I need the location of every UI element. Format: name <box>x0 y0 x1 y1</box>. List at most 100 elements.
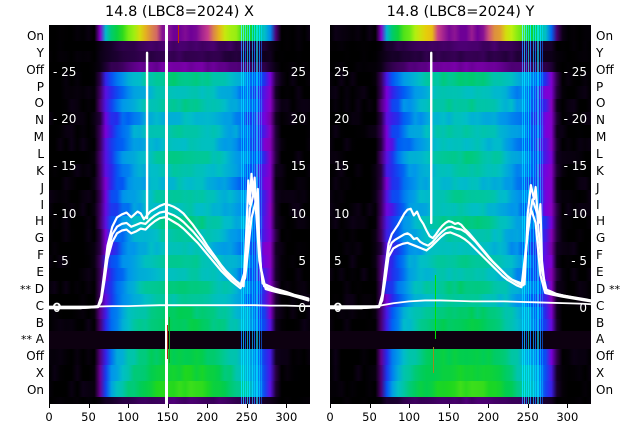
category-tick-h-11: H <box>34 214 44 229</box>
heatmap-row <box>49 307 310 319</box>
heatmap-row <box>330 203 591 216</box>
heatmap-row <box>49 41 310 51</box>
category-tick-j-9: J <box>596 180 600 195</box>
origin-marker <box>333 302 342 311</box>
heatmap-row <box>49 177 310 190</box>
y-tick-label: - 5 <box>53 253 69 268</box>
category-tick-f-13: F <box>596 248 603 263</box>
category-tick-c-16: C <box>35 298 44 313</box>
category-tick-y-1: Y <box>596 45 604 60</box>
category-tick-f-13: F <box>37 248 44 263</box>
trace-trace-baseline <box>49 304 310 308</box>
heatmap-row <box>49 349 310 365</box>
x-tick-label: 100 <box>398 410 421 424</box>
heatmap-row <box>49 125 310 138</box>
heatmap-row <box>49 112 310 125</box>
category-tick-l-7: L <box>596 147 603 161</box>
category-tick-on-21: On <box>596 383 614 397</box>
category-tick-on-0: On <box>26 29 44 43</box>
category-tick-i-10: I <box>596 197 600 212</box>
y-tick-label: - 10 <box>563 206 587 221</box>
heatmap-row <box>49 190 310 203</box>
category-tick-k-8: K <box>596 163 604 178</box>
y-tick-label: 15 <box>334 159 350 174</box>
category-tick-o-4: O <box>34 96 44 111</box>
y-tick-label: - 15 <box>53 159 77 174</box>
category-tick-off-2: Off <box>596 62 614 77</box>
category-tick-i-10: I <box>40 197 44 212</box>
y-tick-label: 0 <box>53 301 61 315</box>
heatmap-row <box>49 365 310 381</box>
star-annotation: ** <box>20 333 32 347</box>
heatmap-layers-y: 0 0 - 5 5 - 10 10 - 15 15 - 20 20 - 25 25 <box>330 25 591 404</box>
heatmap-row <box>49 51 310 62</box>
y-tick-label: - 25 <box>563 64 587 79</box>
heatmap-row <box>49 72 310 86</box>
category-tick-off-19: Off <box>596 349 614 364</box>
heatmap-row <box>330 51 591 62</box>
star-annotation: ** <box>19 282 31 296</box>
y-tick-label: 20 <box>290 112 306 126</box>
category-tick-b-17: B <box>596 315 605 330</box>
heatmap-row <box>49 216 310 229</box>
y-tick-label: - 25 <box>53 64 77 79</box>
marker-line <box>435 275 437 339</box>
heatmap-row <box>49 381 310 397</box>
y-tick-label: 25 <box>290 64 306 79</box>
category-tick-c-16: C <box>596 298 605 313</box>
x-tick-label: 250 <box>235 410 258 424</box>
category-tick-e-14: E <box>36 265 44 279</box>
y-tick-label: - 20 <box>563 112 587 126</box>
x-tick-label: 50 <box>81 410 96 424</box>
heatmap-row <box>49 294 310 307</box>
y-tick-label: - 10 <box>53 206 77 221</box>
heatmap-panel-x[interactable]: 0 0 - 5 5 - 10 10 - 15 15 - 20 20 - 25 25 <box>49 25 310 404</box>
category-tick-g-12: G <box>596 231 606 246</box>
category-tick-d-15: ** D <box>19 281 44 296</box>
y-tick-label: 0 <box>298 301 306 315</box>
heatmap-panel-y[interactable]: 0 0 - 5 5 - 10 10 - 15 15 - 20 20 - 25 25 <box>330 25 591 404</box>
y-tick-label: - 5 <box>571 253 587 268</box>
x-tick <box>286 404 288 408</box>
marker-line <box>166 325 168 359</box>
category-tick-m-6: M <box>33 130 44 145</box>
y-tick-label: - 20 <box>53 112 77 126</box>
x-tick-label: 300 <box>275 410 298 424</box>
heatmap-row <box>330 281 591 294</box>
category-tick-off-2: Off <box>26 62 44 77</box>
category-tick-o-4: O <box>596 96 606 111</box>
heatmap-row <box>330 177 591 190</box>
x-tick-label: 100 <box>117 410 140 424</box>
trace-trace-baseline <box>330 299 591 308</box>
category-tick-k-8: K <box>36 163 44 178</box>
heatmap-row <box>330 138 591 151</box>
x-axis-right: 0 50 100 150 200 250 300 <box>326 404 591 440</box>
heatmap-row <box>330 41 591 51</box>
marker-line <box>169 317 171 363</box>
x-tick <box>167 404 169 408</box>
category-tick-x-20: X <box>596 366 605 381</box>
heatmap-row <box>330 164 591 177</box>
panel-title-x: 14.8 (LBC8=2024) X <box>105 4 254 20</box>
y-tick-label: 25 <box>334 64 350 79</box>
y-tick-label: 20 <box>334 112 350 126</box>
category-tick-b-17: B <box>35 315 44 330</box>
heatmap-row <box>330 86 591 99</box>
heatmap-row <box>49 138 310 151</box>
y-tick-label: 5 <box>298 253 306 268</box>
category-tick-p-3: P <box>596 79 604 94</box>
x-axis-left: 0 50 100 150 200 250 300 <box>45 404 310 440</box>
heatmap-row <box>49 164 310 177</box>
x-tick <box>448 404 450 408</box>
heatmap-row <box>49 86 310 99</box>
trace-overlay <box>49 51 310 311</box>
trace-overlay <box>330 51 591 311</box>
category-tick-h-11: H <box>596 214 606 229</box>
heatmap-row <box>330 365 591 381</box>
category-tick-l-7: L <box>37 147 44 161</box>
heatmap-layers-x: 0 0 - 5 5 - 10 10 - 15 15 - 20 20 - 25 25 <box>49 25 310 404</box>
category-tick-p-3: P <box>36 79 44 94</box>
heatmap-gap-row <box>49 331 310 349</box>
category-tick-a-18: A <box>596 332 605 347</box>
category-tick-e-14: E <box>596 265 604 279</box>
